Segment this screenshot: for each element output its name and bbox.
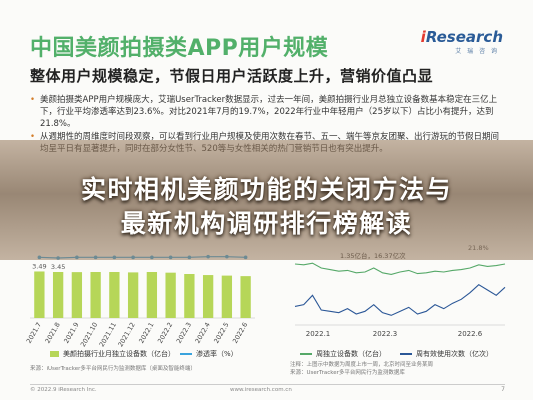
iresearch-logo: iResearch [420, 28, 503, 46]
legend-left-bar: 美颜拍摄行业月独立设备数（亿台） [50, 349, 175, 359]
bar [71, 272, 83, 318]
copyright: © 2022.9 iResearch Inc. [30, 387, 97, 393]
bar-value-label: 3.45 [51, 263, 65, 271]
bar [109, 272, 120, 318]
bar [184, 274, 195, 318]
bar [34, 271, 45, 318]
x-tick-label: 2022.1 [137, 321, 155, 345]
footer-url: www.iresearch.com.cn [230, 387, 292, 393]
footnote-right-1: 注释：上图示中数据为周度上市一周，北京时间至业务某周 [290, 362, 434, 368]
page-number: 7 [501, 386, 505, 393]
legend-right-a: 周独立设备数（亿台） [300, 349, 386, 359]
bar [202, 275, 214, 318]
x-tick-label: 2022.2 [156, 321, 174, 345]
footnote-right-2: 来源：UserTracker多平台网民行为监测数据库 [290, 370, 405, 376]
x-tick-label: 2021.11 [98, 321, 118, 348]
x-tick-label: 2022.4 [194, 321, 212, 345]
slide-title: 中国美颜拍摄类APP用户规模 [30, 36, 329, 61]
footnote-left: 来源：iUserTracker多平台网民行为监测数据库（桌面及智能终端） [30, 366, 196, 372]
legend-label: 美颜拍摄行业月独立设备数（亿台） [63, 350, 175, 358]
line-swatch [300, 353, 312, 355]
bar [90, 272, 101, 318]
slide-subtitle: 整体用户规模稳定，节假日用户活跃度上升，营销价值凸显 [30, 67, 434, 85]
bar [127, 272, 139, 318]
x-tick-label: 2022.6 [231, 321, 249, 345]
legend-left-line: 渗透率（%） [180, 349, 238, 359]
devices-line [294, 262, 506, 275]
bar [165, 272, 176, 318]
legend-label: 渗透率（%） [196, 350, 238, 358]
overlay-title-line-2: 最新机构调研排行榜解读 [120, 209, 413, 238]
legend-right-b: 周有效使用次数（亿次） [400, 349, 493, 359]
x-tick-label: 2022.6 [458, 330, 483, 338]
bar [240, 276, 251, 318]
x-tick-label: 2021.10 [79, 321, 99, 348]
overlay-banner [0, 140, 533, 260]
x-tick-label: 2022.5 [212, 321, 230, 345]
bar [52, 272, 64, 318]
legend-label: 周有效使用次数（亿次） [416, 350, 493, 358]
bullet-item: 美颜拍摄类APP用户规模庞大，艾瑞UserTracker数据显示，过去一年间，美… [30, 94, 505, 130]
bar-value-label: 3.49 [32, 262, 46, 270]
logo-subtitle: 艾 瑞 咨 询 [455, 48, 499, 55]
line-swatch [180, 353, 192, 355]
x-tick-label: 2022.3 [373, 330, 398, 338]
x-tick-label: 2021.12 [116, 321, 136, 348]
x-tick-label: 2021.9 [62, 321, 80, 345]
footer-divider [30, 384, 505, 385]
x-tick-label: 2021.7 [25, 321, 43, 345]
logo-text: Research [425, 28, 503, 46]
overlay-title-line-1: 实时相机美颜功能的关闭方法与 [80, 175, 452, 204]
line-swatch [400, 353, 412, 355]
bar-swatch [50, 351, 59, 357]
bar [146, 272, 158, 318]
x-tick-label: 2022.3 [175, 321, 193, 345]
legend-label: 周独立设备数（亿台） [316, 350, 386, 358]
x-tick-label: 2022.1 [306, 330, 331, 338]
x-tick-label: 2021.8 [44, 321, 62, 345]
usage-line [294, 283, 506, 316]
bar [221, 275, 233, 318]
